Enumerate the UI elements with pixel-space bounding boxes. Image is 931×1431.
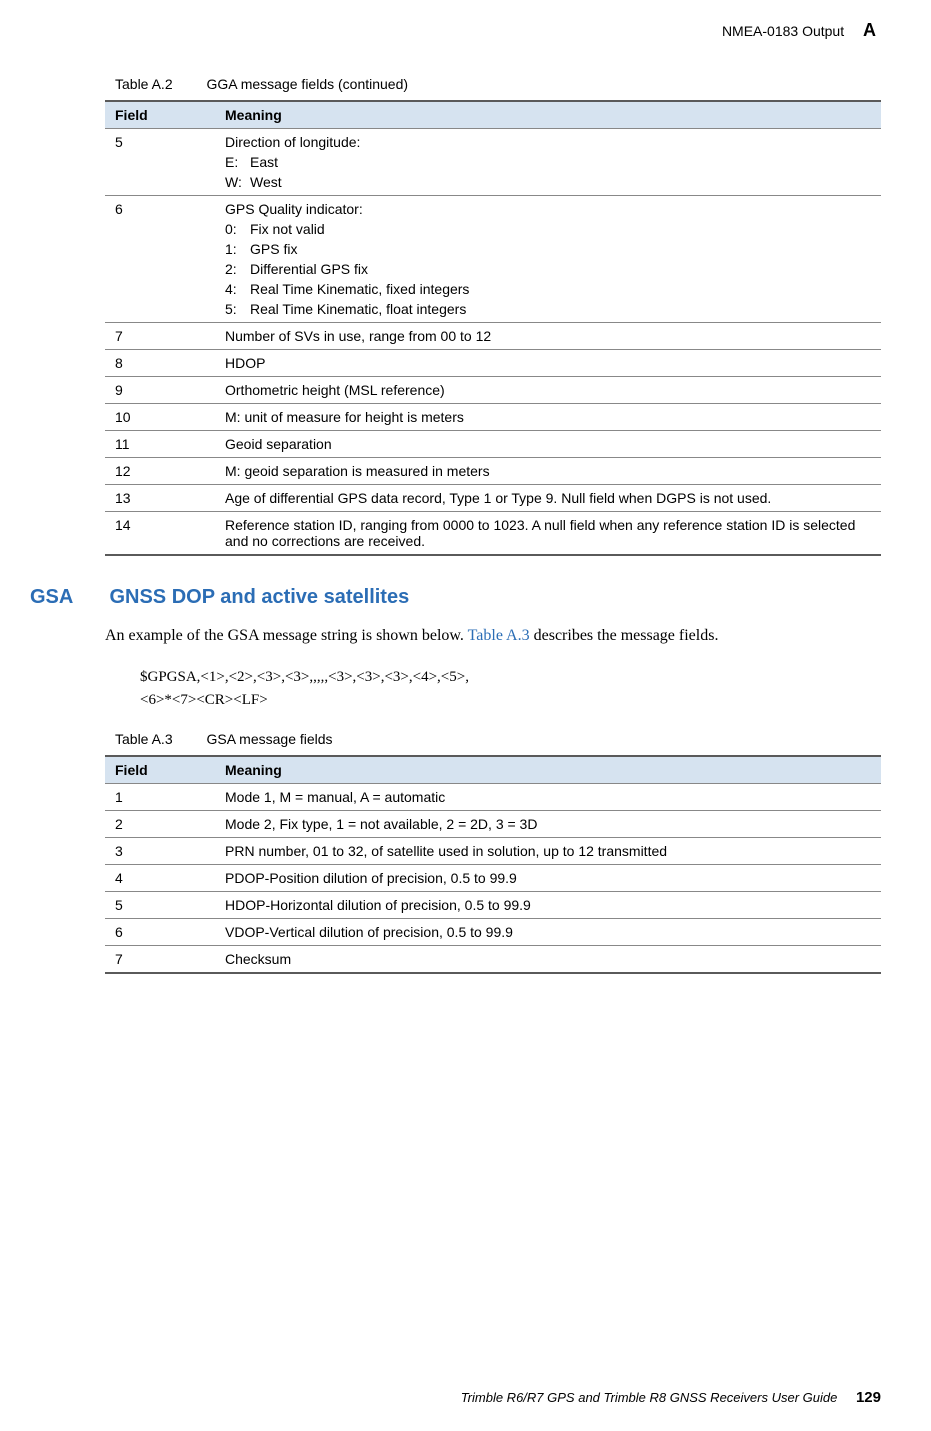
section-heading: GSA GNSS DOP and active satellites: [105, 586, 881, 609]
cell-meaning: Reference station ID, ranging from 0000 …: [215, 512, 881, 556]
table-a2-caption: Table A.2 GGA message fields (continued): [115, 76, 881, 92]
table-row: 12M: geoid separation is measured in met…: [105, 458, 881, 485]
table-row: 3PRN number, 01 to 32, of satellite used…: [105, 838, 881, 865]
table-row: 11Geoid separation: [105, 431, 881, 458]
cell-field: 2: [105, 811, 215, 838]
cell-meaning: HDOP: [215, 350, 881, 377]
cell-meaning: GPS Quality indicator:0:Fix not valid1:G…: [215, 196, 881, 323]
table-a2-label: Table A.2: [115, 76, 173, 92]
cell-field: 5: [105, 129, 215, 196]
table-row: 5HDOP-Horizontal dilution of precision, …: [105, 892, 881, 919]
cell-meaning: M: unit of measure for height is meters: [215, 404, 881, 431]
th-meaning: Meaning: [215, 101, 881, 129]
cell-meaning: Checksum: [215, 946, 881, 974]
code-line-2: <6>*<7><CR><LF>: [140, 689, 881, 712]
section-tag: GSA: [30, 586, 105, 609]
cell-meaning: PDOP-Position dilution of precision, 0.5…: [215, 865, 881, 892]
code-example: $GPGSA,<1>,<2>,<3>,<3>,,,,,<3>,<3>,<3>,<…: [140, 666, 881, 711]
cell-meaning: VDOP-Vertical dilution of precision, 0.5…: [215, 919, 881, 946]
table-row: 7Number of SVs in use, range from 00 to …: [105, 323, 881, 350]
footer-text: Trimble R6/R7 GPS and Trimble R8 GNSS Re…: [461, 1390, 838, 1405]
table-a2: Field Meaning 5Direction of longitude:E:…: [105, 100, 881, 556]
table-a2-title: GGA message fields (continued): [207, 76, 409, 92]
cell-field: 14: [105, 512, 215, 556]
cell-meaning: Geoid separation: [215, 431, 881, 458]
table-row: 6GPS Quality indicator:0:Fix not valid1:…: [105, 196, 881, 323]
intro-post: describes the message fields.: [530, 627, 719, 644]
table-a3-label: Table A.3: [115, 731, 173, 747]
cell-field: 7: [105, 946, 215, 974]
cell-field: 6: [105, 919, 215, 946]
cell-meaning: M: geoid separation is measured in meter…: [215, 458, 881, 485]
cell-field: 9: [105, 377, 215, 404]
cell-meaning: Direction of longitude:E:EastW:West: [215, 129, 881, 196]
cell-meaning: Age of differential GPS data record, Typ…: [215, 485, 881, 512]
table-row: 8HDOP: [105, 350, 881, 377]
table-a3-link[interactable]: Table A.3: [468, 627, 530, 644]
cell-field: 3: [105, 838, 215, 865]
table-a3-caption: Table A.3 GSA message fields: [115, 731, 881, 747]
table-row: 4PDOP-Position dilution of precision, 0.…: [105, 865, 881, 892]
code-line-1: $GPGSA,<1>,<2>,<3>,<3>,,,,,<3>,<3>,<3>,<…: [140, 666, 881, 689]
cell-meaning: HDOP-Horizontal dilution of precision, 0…: [215, 892, 881, 919]
table-row: 2Mode 2, Fix type, 1 = not available, 2 …: [105, 811, 881, 838]
table-row: 10M: unit of measure for height is meter…: [105, 404, 881, 431]
table-row: 7Checksum: [105, 946, 881, 974]
table-a3-title: GSA message fields: [207, 731, 333, 747]
header-section: NMEA-0183 Output: [722, 23, 844, 39]
table-header-row: Field Meaning: [105, 101, 881, 129]
cell-field: 7: [105, 323, 215, 350]
cell-field: 13: [105, 485, 215, 512]
table-row: 13Age of differential GPS data record, T…: [105, 485, 881, 512]
cell-meaning: Mode 1, M = manual, A = automatic: [215, 784, 881, 811]
cell-field: 11: [105, 431, 215, 458]
section-intro: An example of the GSA message string is …: [105, 624, 881, 648]
table-header-row: Field Meaning: [105, 756, 881, 784]
intro-pre: An example of the GSA message string is …: [105, 627, 468, 644]
table-row: 5Direction of longitude:E:EastW:West: [105, 129, 881, 196]
header-appendix: A: [863, 20, 876, 40]
page-footer: Trimble R6/R7 GPS and Trimble R8 GNSS Re…: [461, 1389, 881, 1406]
th-field: Field: [105, 101, 215, 129]
cell-meaning: Mode 2, Fix type, 1 = not available, 2 =…: [215, 811, 881, 838]
cell-field: 12: [105, 458, 215, 485]
cell-field: 4: [105, 865, 215, 892]
table-a3: Field Meaning 1Mode 1, M = manual, A = a…: [105, 755, 881, 974]
table-row: 6VDOP-Vertical dilution of precision, 0.…: [105, 919, 881, 946]
section-title: GNSS DOP and active satellites: [109, 586, 409, 609]
footer-page: 129: [856, 1389, 881, 1406]
cell-field: 8: [105, 350, 215, 377]
cell-meaning: Number of SVs in use, range from 00 to 1…: [215, 323, 881, 350]
cell-meaning: Orthometric height (MSL reference): [215, 377, 881, 404]
table-row: 14Reference station ID, ranging from 000…: [105, 512, 881, 556]
cell-field: 6: [105, 196, 215, 323]
cell-field: 10: [105, 404, 215, 431]
cell-meaning: PRN number, 01 to 32, of satellite used …: [215, 838, 881, 865]
cell-field: 5: [105, 892, 215, 919]
table-row: 9Orthometric height (MSL reference): [105, 377, 881, 404]
page-header: NMEA-0183 Output A: [95, 20, 881, 41]
cell-field: 1: [105, 784, 215, 811]
table-row: 1Mode 1, M = manual, A = automatic: [105, 784, 881, 811]
th-field: Field: [105, 756, 215, 784]
th-meaning: Meaning: [215, 756, 881, 784]
